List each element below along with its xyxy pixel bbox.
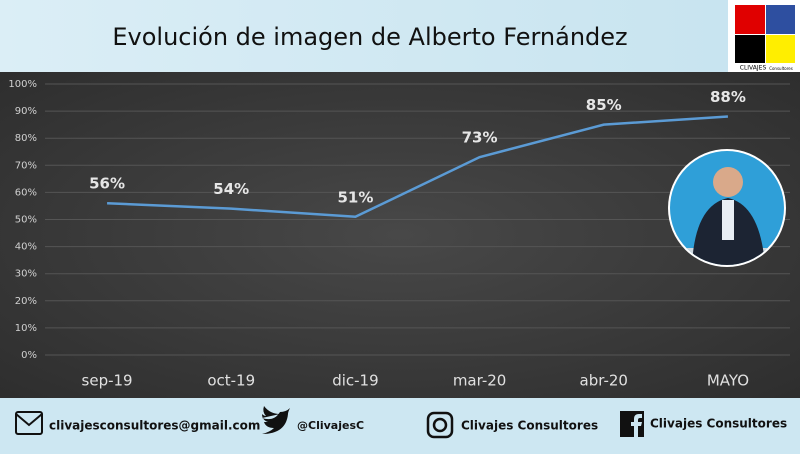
chart-title: Evolución de imagen de Alberto Fernández [112,23,627,51]
footer-twitter: @ClivajesC [297,419,364,432]
footer-instagram: Clivajes Consultores [461,419,598,433]
y-tick-label: 40% [15,242,37,253]
y-tick-label: 20% [15,296,37,307]
x-tick-label: abr-20 [580,372,628,390]
y-tick-label: 50% [15,215,37,226]
x-tick-label: mar-20 [453,372,507,390]
data-label: 88% [710,88,746,106]
logo-subtitle: Consultores [769,66,793,71]
x-tick-label: sep-19 [82,372,133,390]
plot-background [0,72,800,398]
data-label: 85% [586,96,622,114]
data-label: 56% [89,175,125,193]
y-tick-label: 70% [15,160,37,171]
x-tick-label: oct-19 [207,372,255,390]
x-tick-label: dic-19 [332,372,378,390]
footer [0,398,800,454]
line [107,115,728,219]
header [0,0,800,72]
footer-email: clivajesconsultores@gmail.com [49,419,260,433]
logo-name: CLIVAJES [740,65,767,72]
footer-icons [15,406,644,439]
y-tick-label: 80% [15,133,37,144]
data-label: 73% [462,129,498,147]
y-tick-label: 60% [15,187,37,198]
logo: CLIVAJES Consultores [728,0,800,72]
y-tick-label: 10% [15,323,37,334]
x-tick-label: MAYO [707,372,749,390]
y-tick-label: 0% [21,350,37,361]
y-tick-label: 30% [15,269,37,280]
data-label: 54% [213,180,249,198]
data-label: 51% [337,188,373,206]
footer-facebook: Clivajes Consultores [650,417,787,431]
photo [668,149,786,267]
y-tick-label: 100% [8,79,37,90]
y-tick-label: 90% [15,106,37,117]
